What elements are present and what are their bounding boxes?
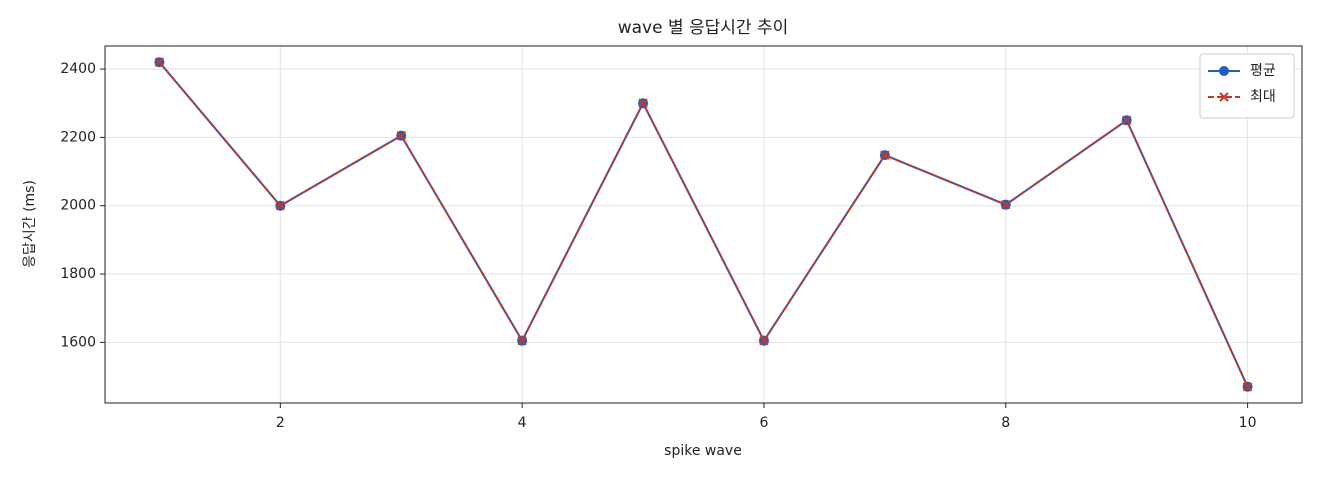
marker [517, 335, 527, 346]
plot-frame [104, 45, 1303, 404]
x-tick-label: 8 [1001, 415, 1010, 431]
marker [1121, 115, 1132, 126]
marker [1001, 199, 1011, 210]
marker [1219, 66, 1229, 76]
y-tick-label: 2000 [60, 198, 96, 214]
legend-label: 평균 [1250, 63, 1276, 79]
marker [638, 98, 648, 108]
marker-shape [1121, 115, 1132, 126]
marker-shape [1001, 199, 1011, 210]
marker [880, 150, 890, 160]
x-tick-label: 6 [759, 415, 768, 431]
marker [396, 130, 406, 141]
legend-box [1199, 53, 1295, 119]
marker-shape [517, 335, 527, 346]
x-tick-label: 10 [1239, 415, 1257, 431]
marker [1242, 382, 1253, 392]
marker-shape [1242, 382, 1253, 392]
marker-shape [638, 98, 648, 108]
marker-shape [275, 201, 286, 211]
x-axis-label: spike wave [664, 443, 742, 459]
y-axis-label: 응답시간 (ms) [22, 180, 38, 268]
y-tick-label: 2400 [60, 61, 96, 77]
marker-shape [759, 335, 769, 346]
x-tick-label: 2 [276, 415, 285, 431]
marker-shape [880, 150, 890, 160]
marker-shape [396, 130, 406, 141]
marker-shape [1219, 92, 1229, 102]
chart-title: wave 별 응답시간 추이 [618, 18, 789, 38]
x-tick-label: 4 [518, 415, 527, 431]
marker-shape [154, 57, 165, 67]
marker [154, 57, 165, 67]
y-tick-label: 2200 [60, 129, 96, 145]
marker [759, 335, 769, 346]
marker [1219, 92, 1229, 102]
series-line [158, 61, 1249, 388]
series-line [158, 61, 1249, 388]
y-tick-label: 1600 [60, 334, 96, 350]
y-tick-label: 1800 [60, 266, 96, 282]
legend-label: 최대 [1250, 89, 1276, 105]
marker [275, 201, 286, 211]
